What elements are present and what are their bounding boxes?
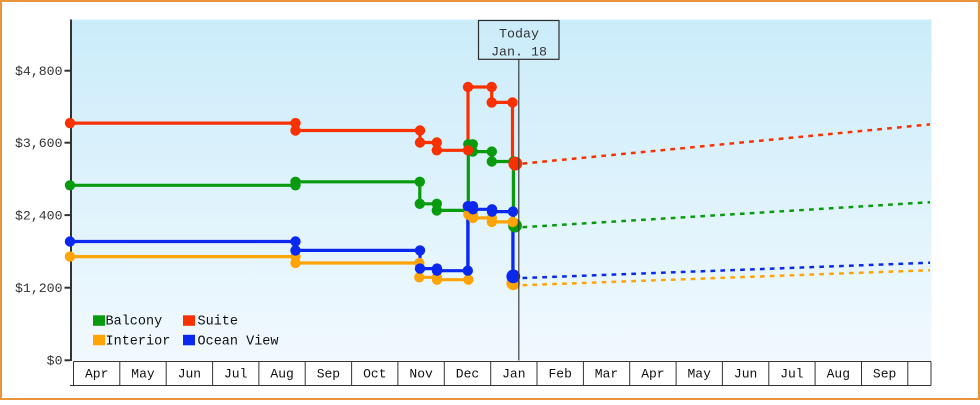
svg-text:Jan. 18: Jan. 18 [491,44,547,59]
svg-text:Jul: Jul [224,366,248,381]
svg-text:$3,600: $3,600 [15,136,63,151]
svg-text:$2,400: $2,400 [15,208,63,223]
svg-text:Nov: Nov [409,366,433,381]
svg-text:May: May [687,366,711,381]
svg-text:Ocean View: Ocean View [198,334,279,349]
svg-text:Apr: Apr [641,366,664,381]
svg-text:Dec: Dec [456,366,479,381]
svg-text:Jul: Jul [780,366,804,381]
svg-text:Jan: Jan [502,366,525,381]
svg-text:Interior: Interior [106,334,171,349]
svg-text:Mar: Mar [595,366,618,381]
svg-text:Jun: Jun [178,366,201,381]
svg-text:Sep: Sep [317,366,340,381]
svg-text:Aug: Aug [827,366,850,381]
svg-text:May: May [131,366,155,381]
svg-text:Suite: Suite [198,315,239,330]
svg-text:Oct: Oct [363,366,386,381]
svg-text:Jun: Jun [734,366,757,381]
svg-text:Today: Today [499,26,539,41]
svg-text:$4,800: $4,800 [15,64,63,79]
svg-text:Sep: Sep [873,366,896,381]
svg-text:$0: $0 [47,354,63,369]
svg-text:$1,200: $1,200 [15,281,63,296]
svg-text:Apr: Apr [85,366,108,381]
svg-text:Balcony: Balcony [106,315,163,330]
svg-text:Feb: Feb [548,366,571,381]
svg-text:Aug: Aug [270,366,293,381]
